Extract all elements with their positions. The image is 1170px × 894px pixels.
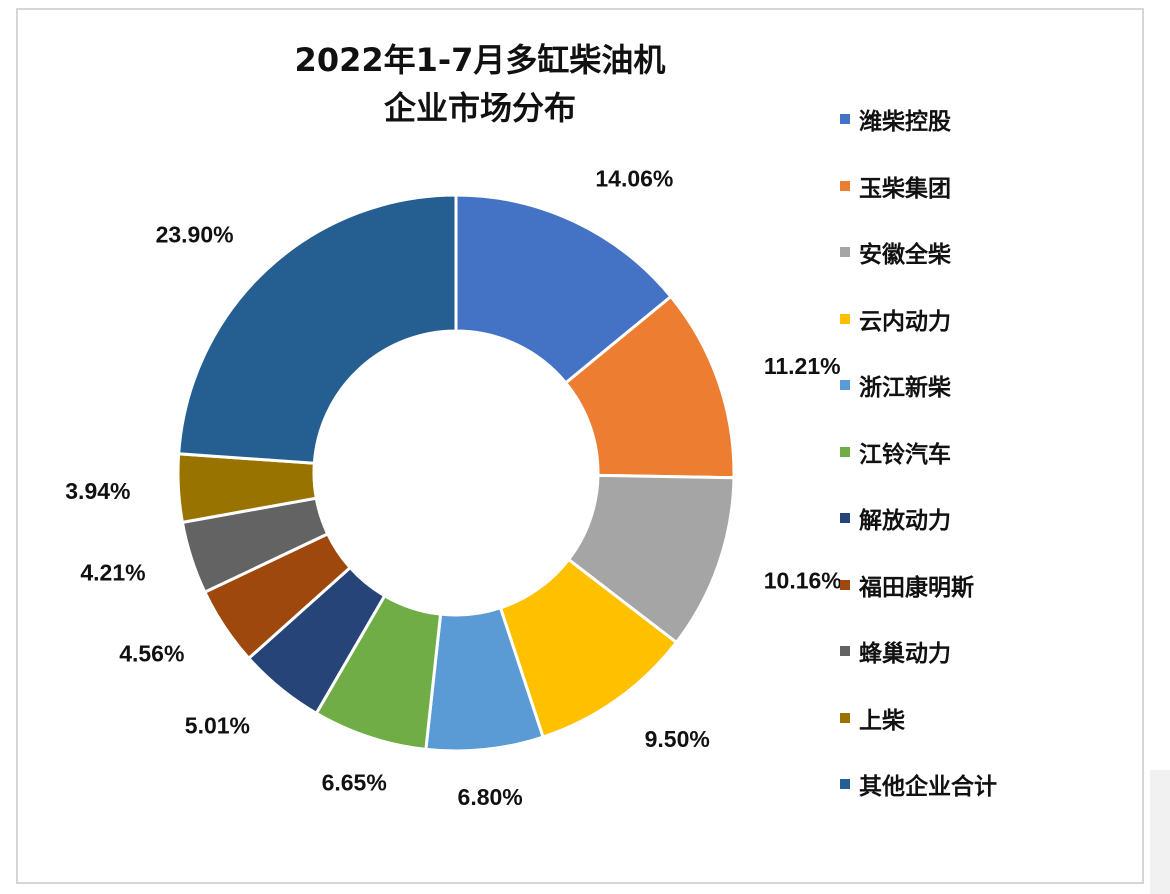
legend-swatch <box>840 446 850 457</box>
legend-item-7: 解放动力 <box>840 485 997 552</box>
legend-item-1: 潍柴控股 <box>840 86 997 153</box>
slice-1 <box>454 193 673 386</box>
data-label-10: 3.94% <box>65 478 130 504</box>
data-label-4: 9.50% <box>645 726 710 752</box>
chart-title-line-2: 企业市场分布 <box>383 89 576 127</box>
chart-legend: 潍柴控股玉柴集团安徽全柴云内动力浙江新柴江铃汽车解放动力福田康明斯蜂巢动力上柴其… <box>840 86 997 818</box>
legend-swatch <box>840 712 850 723</box>
chart-title-line-1: 2022年1-7月多缸柴油机 <box>294 41 666 79</box>
page-edge <box>1150 770 1170 894</box>
data-label-8: 4.56% <box>119 640 184 666</box>
legend-item-11: 其他企业合计 <box>840 751 997 818</box>
legend-item-3: 安徽全柴 <box>840 219 997 286</box>
chart-title: 2022年1-7月多缸柴油机 企业市场分布 <box>230 36 730 132</box>
legend-label: 解放动力 <box>859 508 951 535</box>
legend-swatch <box>840 779 850 790</box>
legend-swatch <box>840 380 850 391</box>
legend-item-4: 云内动力 <box>840 286 997 353</box>
legend-label: 上柴 <box>859 707 905 734</box>
legend-item-8: 福田康明斯 <box>840 552 997 619</box>
data-label-6: 6.65% <box>322 770 387 796</box>
legend-label: 江铃汽车 <box>859 441 951 468</box>
data-label-1: 14.06% <box>595 165 673 191</box>
legend-label: 安徽全柴 <box>859 242 951 269</box>
legend-item-6: 江铃汽车 <box>840 419 997 486</box>
slice-11 <box>177 193 458 465</box>
legend-item-2: 玉柴集团 <box>840 153 997 220</box>
legend-item-5: 浙江新柴 <box>840 352 997 419</box>
data-label-7: 5.01% <box>185 713 250 739</box>
legend-label: 云内动力 <box>859 308 951 335</box>
legend-swatch <box>840 646 850 657</box>
legend-swatch <box>840 114 850 125</box>
data-label-3: 10.16% <box>764 568 842 594</box>
legend-label: 福田康明斯 <box>859 574 974 601</box>
legend-swatch <box>840 579 850 590</box>
legend-item-9: 蜂巢动力 <box>840 618 997 685</box>
legend-item-10: 上柴 <box>840 685 997 752</box>
legend-swatch <box>840 513 850 524</box>
data-label-11: 23.90% <box>156 222 234 248</box>
data-label-9: 4.21% <box>80 560 145 586</box>
legend-swatch <box>840 313 850 324</box>
legend-label: 其他企业合计 <box>859 774 997 801</box>
data-label-2: 11.21% <box>764 353 841 379</box>
data-label-5: 6.80% <box>458 784 523 810</box>
legend-label: 玉柴集团 <box>859 175 951 202</box>
legend-swatch <box>840 180 850 191</box>
legend-label: 浙江新柴 <box>859 375 951 402</box>
legend-swatch <box>840 247 850 258</box>
legend-label: 潍柴控股 <box>859 109 951 136</box>
legend-label: 蜂巢动力 <box>859 641 951 668</box>
